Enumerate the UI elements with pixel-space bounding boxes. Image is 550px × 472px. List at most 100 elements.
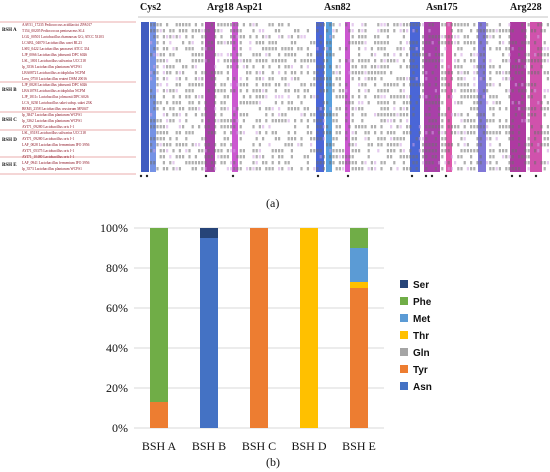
residue-mark bbox=[383, 113, 386, 117]
residue-mark bbox=[281, 59, 284, 63]
bar-segment-phe bbox=[350, 228, 368, 248]
residue-mark bbox=[434, 155, 437, 159]
residue-mark bbox=[198, 59, 201, 63]
residue-mark bbox=[412, 107, 415, 111]
residue-mark bbox=[434, 89, 437, 93]
residue-mark bbox=[415, 23, 418, 27]
residue-mark bbox=[434, 77, 437, 81]
residue-mark bbox=[386, 41, 389, 45]
residue-mark bbox=[220, 107, 223, 111]
residue-mark bbox=[466, 95, 469, 99]
residue-mark bbox=[543, 41, 546, 45]
residue-mark bbox=[220, 89, 223, 93]
residue-mark bbox=[514, 65, 517, 69]
residue-mark bbox=[524, 155, 527, 159]
residue-mark bbox=[204, 125, 207, 129]
residue-mark bbox=[415, 53, 418, 57]
residue-mark bbox=[393, 119, 396, 123]
residue-mark bbox=[498, 83, 501, 87]
residue-mark bbox=[489, 29, 492, 33]
residue-mark bbox=[162, 155, 165, 159]
residue-mark bbox=[390, 131, 393, 135]
residue-mark bbox=[361, 35, 364, 39]
residue-mark bbox=[223, 155, 226, 159]
residue-mark bbox=[466, 89, 469, 93]
residue-mark bbox=[412, 47, 415, 51]
residue-mark bbox=[508, 35, 511, 39]
residue-mark bbox=[431, 41, 434, 45]
residue-mark bbox=[223, 131, 226, 135]
residue-mark bbox=[358, 167, 361, 171]
residue-mark bbox=[338, 71, 341, 75]
residue-mark bbox=[258, 71, 261, 75]
residue-mark bbox=[543, 71, 546, 75]
residue-mark bbox=[409, 95, 412, 99]
residue-mark bbox=[415, 137, 418, 141]
residue-mark bbox=[262, 29, 265, 33]
residue-mark bbox=[441, 35, 444, 39]
residue-mark bbox=[166, 113, 169, 117]
residue-mark bbox=[374, 59, 377, 63]
residue-mark bbox=[377, 23, 380, 27]
residue-mark bbox=[169, 161, 172, 165]
residue-mark bbox=[162, 53, 165, 57]
residue-mark bbox=[239, 155, 242, 159]
residue-mark bbox=[258, 125, 261, 129]
residue-mark bbox=[319, 83, 322, 87]
residue-mark bbox=[230, 83, 233, 87]
residue-mark bbox=[422, 89, 425, 93]
residue-mark bbox=[153, 29, 156, 33]
sequence-name: lp_3536 Lactobacillus plantarum WCFS1 bbox=[22, 65, 82, 69]
residue-mark bbox=[425, 101, 428, 105]
residue-mark bbox=[386, 65, 389, 69]
residue-mark bbox=[226, 167, 229, 171]
residue-mark bbox=[399, 113, 402, 117]
residue-mark bbox=[290, 137, 293, 141]
residue-mark bbox=[274, 83, 277, 87]
residue-mark bbox=[169, 155, 172, 159]
residue-mark bbox=[386, 107, 389, 111]
residue-mark bbox=[543, 29, 546, 33]
residue-mark bbox=[338, 77, 341, 81]
residue-mark bbox=[316, 107, 319, 111]
residue-mark bbox=[441, 131, 444, 135]
residue-mark bbox=[265, 95, 268, 99]
residue-mark bbox=[450, 35, 453, 39]
residue-mark bbox=[473, 83, 476, 87]
residue-mark bbox=[495, 29, 498, 33]
residue-mark bbox=[393, 59, 396, 63]
residue-mark bbox=[220, 113, 223, 117]
residue-mark bbox=[470, 29, 473, 33]
residue-mark bbox=[278, 71, 281, 75]
residue-mark bbox=[412, 23, 415, 27]
residue-mark bbox=[306, 167, 309, 171]
residue-mark bbox=[441, 119, 444, 123]
residue-mark bbox=[310, 131, 313, 135]
residue-mark bbox=[338, 83, 341, 87]
residue-mark bbox=[540, 125, 543, 129]
residue-mark bbox=[342, 89, 345, 93]
residue-mark bbox=[470, 107, 473, 111]
residue-mark bbox=[294, 107, 297, 111]
conserved-column bbox=[410, 22, 420, 172]
residue-mark bbox=[479, 65, 482, 69]
residue-mark bbox=[358, 59, 361, 63]
residue-mark bbox=[233, 161, 236, 165]
residue-mark bbox=[422, 83, 425, 87]
residue-label: Asn175 bbox=[426, 2, 458, 13]
residue-mark bbox=[169, 119, 172, 123]
residue-mark bbox=[406, 125, 409, 129]
residue-mark bbox=[486, 101, 489, 105]
residue-mark bbox=[380, 23, 383, 27]
residue-mark bbox=[233, 29, 236, 33]
residue-mark bbox=[498, 101, 501, 105]
residue-mark bbox=[258, 107, 261, 111]
residue-mark bbox=[265, 53, 268, 57]
residue-mark bbox=[425, 149, 428, 153]
residue-mark bbox=[406, 41, 409, 45]
residue-mark bbox=[399, 53, 402, 57]
residue-mark bbox=[374, 35, 377, 39]
residue-mark bbox=[361, 101, 364, 105]
residue-mark bbox=[521, 95, 524, 99]
residue-mark bbox=[300, 167, 303, 171]
